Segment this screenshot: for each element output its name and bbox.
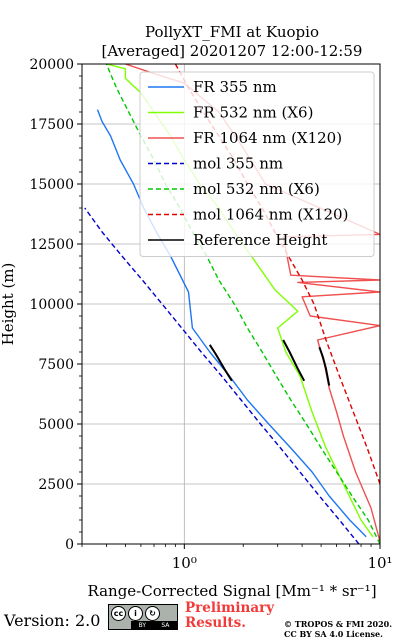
series-mol-355-nm-line xyxy=(84,207,360,544)
cc-license-badge[interactable]: cc i ↻ BY SA xyxy=(108,604,178,630)
legend-label: Reference Height xyxy=(193,231,327,249)
legend: FR 355 nm FR 532 nm (X6) FR 1064 nm (X120)… xyxy=(139,71,375,257)
legend-label: FR 355 nm xyxy=(193,78,277,96)
legend-label: FR 1064 nm (X120) xyxy=(193,129,342,147)
cc-sa-label: SA xyxy=(161,621,170,629)
series-reference-height-segment xyxy=(318,346,331,386)
legend-box xyxy=(139,71,375,257)
y-tick-label: 10000 xyxy=(29,297,74,313)
legend-label: mol 532 nm (X6) xyxy=(193,180,320,198)
lidar-profile-chart: 0 2500 5000 7500 10000 12500 15000 17500 20000 10… xyxy=(0,23,393,600)
cc-icon: cc xyxy=(111,606,126,621)
y-tick-label: 15000 xyxy=(29,177,74,193)
y-tick-label: 7500 xyxy=(38,357,74,373)
x-tick-label: 10⁰ xyxy=(172,554,197,572)
share-alike-icon: ↻ xyxy=(145,606,160,621)
y-tick-label: 17500 xyxy=(29,117,74,133)
series-reference-height-segment xyxy=(282,339,306,382)
legend-label: mol 1064 nm (X120) xyxy=(193,206,348,224)
axis-ticks: 0 2500 5000 7500 10000 12500 15000 17500 20000 10… xyxy=(29,57,392,572)
copyright-line-2: CC BY SA 4.0 License. xyxy=(284,629,383,639)
legend-label: FR 532 nm (X6) xyxy=(193,104,313,122)
x-tick-label: 10¹ xyxy=(367,554,392,572)
copyright-line-1: © TROPOS & FMI 2020. xyxy=(284,619,393,629)
attribution-icon: i xyxy=(128,606,143,621)
series-reference-height-segment xyxy=(208,344,233,382)
chart-title: PollyXT_FMI at Kuopio xyxy=(145,23,319,41)
chart-subtitle: [Averaged] 20201207 12:00-12:59 xyxy=(102,42,363,60)
preliminary-line-2: Results. xyxy=(185,615,246,631)
y-tick-label: 0 xyxy=(65,537,74,553)
legend-label: mol 355 nm xyxy=(193,155,283,173)
series-fr-355-nm-line xyxy=(96,109,367,538)
y-tick-label: 5000 xyxy=(38,417,74,433)
y-tick-label: 12500 xyxy=(29,237,74,253)
y-tick-label: 2500 xyxy=(38,477,74,493)
cc-by-label: BY xyxy=(138,621,147,629)
preliminary-line-1: Preliminary xyxy=(185,600,275,616)
x-axis-label: Range-Corrected Signal [Mm⁻¹ * sr⁻¹] xyxy=(87,582,376,600)
y-tick-label: 20000 xyxy=(29,57,74,73)
y-axis-label: Height (m) xyxy=(0,263,17,346)
copyright-note: © TROPOS & FMI 2020. CC BY SA 4.0 Licens… xyxy=(284,619,392,639)
preliminary-results-note: Preliminary Results. xyxy=(185,601,274,631)
version-label: Version: 2.0 xyxy=(4,611,101,630)
